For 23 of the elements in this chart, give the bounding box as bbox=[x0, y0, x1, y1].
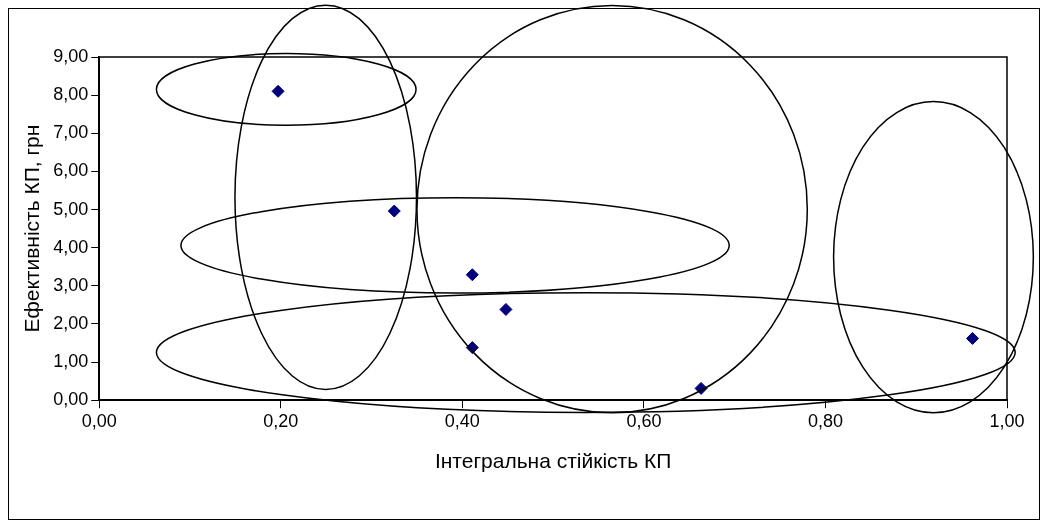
y-tick-label: 2,00 bbox=[53, 312, 89, 333]
y-tick-label: 7,00 bbox=[53, 122, 89, 143]
y-tick-label: 5,00 bbox=[53, 198, 89, 219]
x-tick-label: 0,80 bbox=[807, 410, 843, 431]
point bbox=[465, 268, 479, 282]
y-tick-label: 3,00 bbox=[53, 274, 89, 295]
point bbox=[499, 302, 513, 316]
y-tick-label: 1,00 bbox=[53, 351, 89, 372]
x-tick-label: 0,20 bbox=[263, 410, 299, 431]
y-tick-label: 8,00 bbox=[53, 84, 89, 105]
x-tick-label: 0,00 bbox=[81, 410, 117, 431]
x-tick-label: 0,60 bbox=[626, 410, 662, 431]
y-tick-label: 6,00 bbox=[53, 160, 89, 181]
y-tick-label: 0,00 bbox=[53, 389, 89, 410]
point bbox=[271, 84, 285, 98]
point bbox=[966, 331, 980, 345]
x-tick-label: 0,40 bbox=[444, 410, 480, 431]
y-tick-label: 4,00 bbox=[53, 236, 89, 257]
y-tick-label: 9,00 bbox=[53, 45, 89, 66]
x-tick-label: 1,00 bbox=[989, 410, 1025, 431]
point bbox=[387, 204, 401, 218]
y-axis-title: Ефективність КП, грн bbox=[20, 124, 44, 333]
x-axis-title: Інтегральна стійкість КП bbox=[434, 449, 672, 473]
